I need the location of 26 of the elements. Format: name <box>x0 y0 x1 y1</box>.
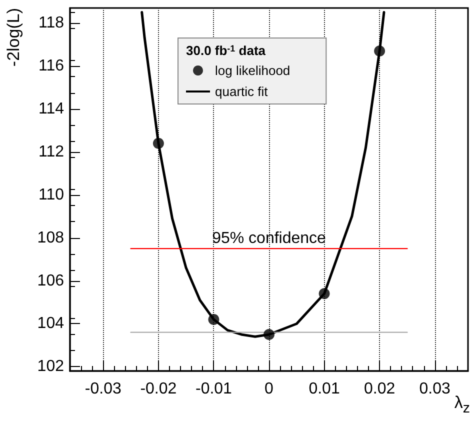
x-tick-label: -0.03 <box>84 380 122 398</box>
y-tick-label: 102 <box>37 358 64 376</box>
x-tick-label: 0.02 <box>364 380 396 398</box>
annotation: 95% confidence <box>212 230 326 248</box>
point <box>208 314 220 325</box>
y-axis-title: -2log(L) <box>4 8 23 67</box>
y-tick-label: 112 <box>38 143 64 160</box>
legend-label: quartic fit <box>215 84 268 99</box>
legend-label: log likelihood <box>215 63 290 78</box>
y-tick-label: 104 <box>37 315 64 332</box>
x-tick-label: -0.01 <box>195 380 232 398</box>
x-axis-title: λ$_{z}$ <box>454 393 470 416</box>
y-tick-label: 118 <box>38 14 64 32</box>
point <box>264 328 274 340</box>
x-tick-label: 0 <box>264 380 274 398</box>
x-tick-label: 0.03 <box>419 380 451 398</box>
point <box>152 138 164 149</box>
y-tick-label: 116 <box>38 57 64 74</box>
y-tick-label: 110 <box>38 186 64 204</box>
x-tick-label: -0.02 <box>140 380 177 398</box>
x-tick-label: 0.01 <box>308 380 340 398</box>
point <box>374 45 386 56</box>
y-tick-label: 114 <box>38 100 64 118</box>
y-tick-label: 106 <box>37 272 64 290</box>
y-tick-label: 108 <box>37 229 64 246</box>
point <box>318 288 330 300</box>
